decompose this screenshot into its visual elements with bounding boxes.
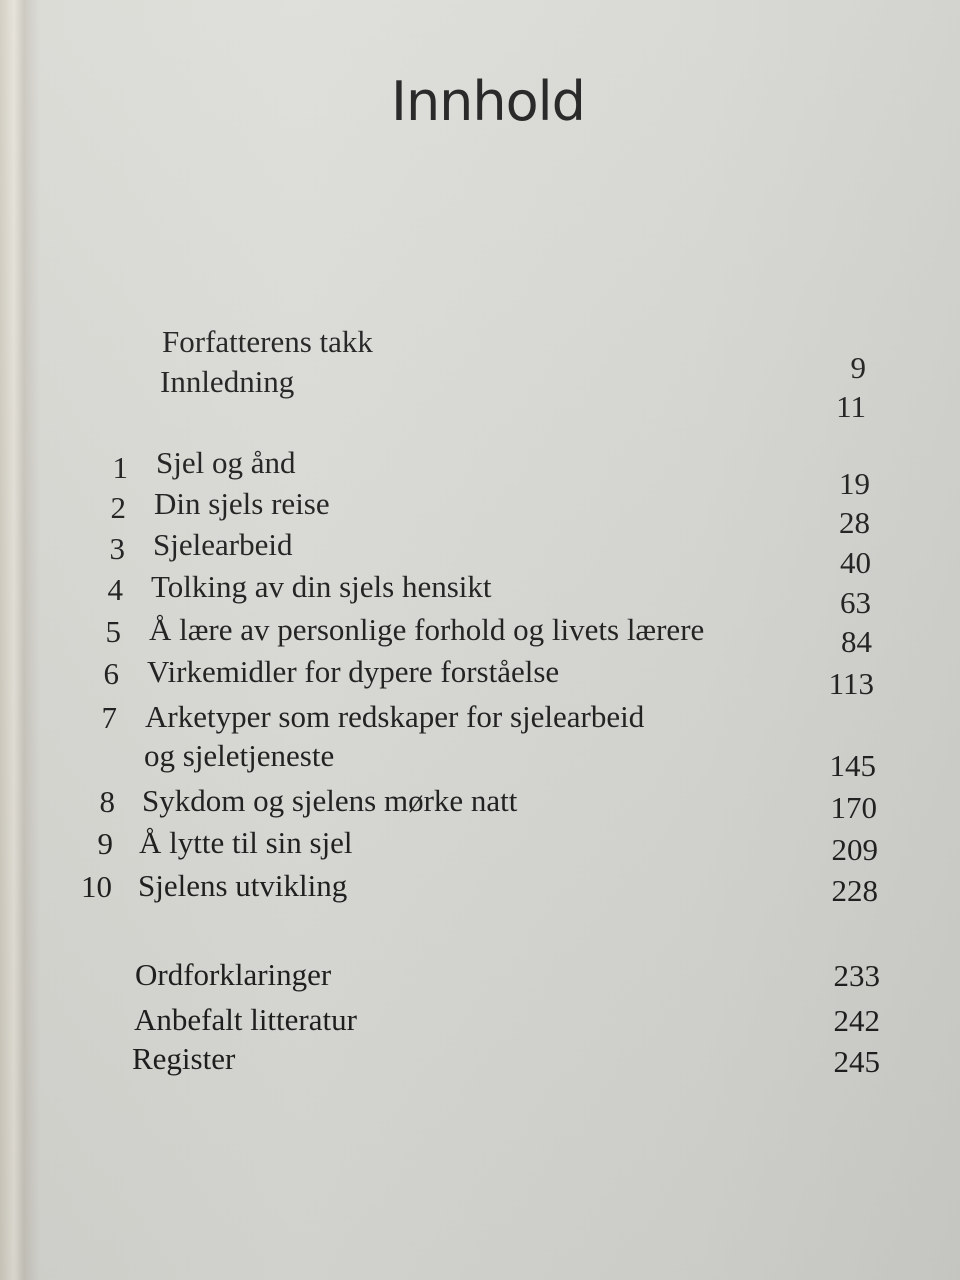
chapter-number: 1 <box>112 450 129 485</box>
toc-entry-page: 9 <box>850 350 867 385</box>
chapter-title: Å lære av personlige forhold og livets l… <box>149 612 705 647</box>
chapter-title: Din sjels reise <box>154 486 330 521</box>
chapter-title: Arketyper som redskaper for sjelearbeid <box>145 699 645 734</box>
chapter-page: 40 <box>840 545 871 580</box>
toc-entry-page: 233 <box>833 958 881 993</box>
toc-entry-title: Anbefalt litteratur <box>134 1002 357 1037</box>
chapter-page: 113 <box>828 666 874 701</box>
chapter-title: Virkemidler for dypere forståelse <box>147 654 560 689</box>
chapter-title: Å lytte til sin sjel <box>139 825 353 860</box>
toc-entry-title: Register <box>132 1041 236 1076</box>
chapter-number: 7 <box>101 700 118 735</box>
page-title: Innhold <box>391 70 586 133</box>
chapter-page: 145 <box>829 748 877 783</box>
toc-entry-page: 11 <box>836 389 866 424</box>
chapter-title: Sjel og ånd <box>156 445 296 480</box>
chapter-title: Sjelens utvikling <box>138 868 348 903</box>
chapter-number: 3 <box>109 531 126 566</box>
toc-entry-page: 242 <box>833 1003 881 1038</box>
chapter-page: 170 <box>830 790 878 825</box>
toc-entry-title: Forfatterens takk <box>162 324 373 359</box>
toc-entry-title: Ordforklaringer <box>135 957 332 992</box>
chapter-page: 19 <box>839 466 870 501</box>
chapter-number: 8 <box>99 784 116 819</box>
chapter-number: 6 <box>103 656 120 691</box>
toc-entry-page: 245 <box>833 1044 881 1079</box>
chapter-page: 28 <box>839 505 870 540</box>
chapter-page: 228 <box>831 873 879 908</box>
chapter-page: 63 <box>840 585 871 620</box>
chapter-number: 10 <box>81 869 112 904</box>
chapter-title: Sjelearbeid <box>153 527 293 562</box>
chapter-number: 2 <box>110 490 127 525</box>
chapter-title: Sykdom og sjelens mørke natt <box>142 783 518 818</box>
chapter-number: 4 <box>107 572 124 607</box>
chapter-title-continued: og sjeletjeneste <box>144 738 335 773</box>
chapter-number: 9 <box>97 826 114 861</box>
toc-entry-title: Innledning <box>160 364 295 399</box>
chapter-title: Tolking av din sjels hensikt <box>151 569 492 604</box>
chapter-page: 209 <box>831 832 879 867</box>
chapter-number: 5 <box>105 614 122 649</box>
chapter-page: 84 <box>841 624 872 659</box>
